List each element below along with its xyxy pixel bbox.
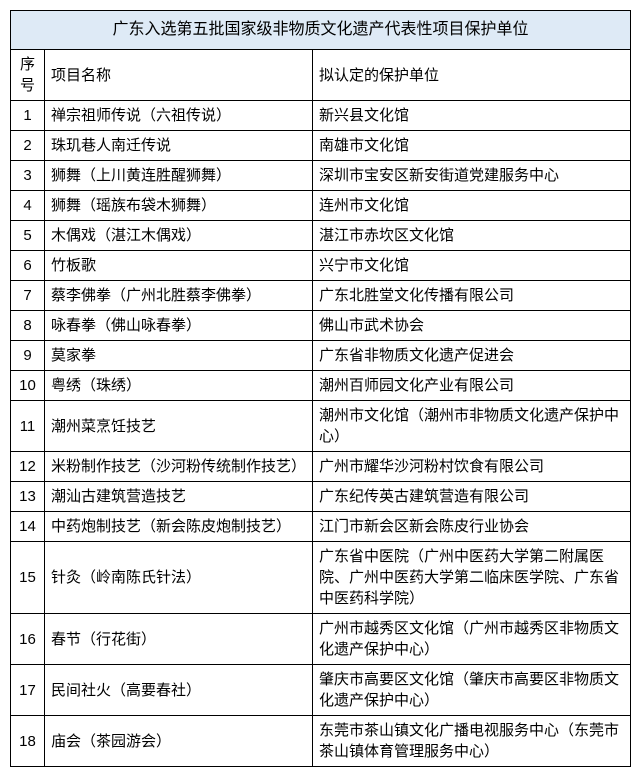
table-body: 1禅宗祖师传说（六祖传说）新兴县文化馆2珠玑巷人南迁传说南雄市文化馆3狮舞（上川… [11,101,631,767]
table-row: 18庙会（茶园游会）东莞市茶山镇文化广播电视服务中心（东莞市茶山镇体育管理服务中… [11,716,631,767]
table-row: 12米粉制作技艺（沙河粉传统制作技艺）广州市耀华沙河粉村饮食有限公司 [11,452,631,482]
cell-unit: 佛山市武术协会 [313,311,631,341]
cell-unit: 广东纪传英古建筑营造有限公司 [313,482,631,512]
cell-index: 12 [11,452,45,482]
table-row: 7蔡李佛拳（广州北胜蔡李佛拳）广东北胜堂文化传播有限公司 [11,281,631,311]
cell-unit: 东莞市茶山镇文化广播电视服务中心（东莞市茶山镇体育管理服务中心） [313,716,631,767]
table-row: 4狮舞（瑶族布袋木狮舞）连州市文化馆 [11,191,631,221]
cell-name: 咏春拳（佛山咏春拳） [45,311,313,341]
cell-unit: 深圳市宝安区新安街道党建服务中心 [313,161,631,191]
cell-unit: 广东省中医院（广州中医药大学第二附属医院、广州中医药大学第二临床医学院、广东省中… [313,542,631,614]
cell-unit: 潮州市文化馆（潮州市非物质文化遗产保护中心） [313,401,631,452]
table-row: 16春节（行花街）广州市越秀区文化馆（广州市越秀区非物质文化遗产保护中心） [11,614,631,665]
cell-unit: 广东省非物质文化遗产促进会 [313,341,631,371]
cell-unit: 广州市越秀区文化馆（广州市越秀区非物质文化遗产保护中心） [313,614,631,665]
cell-name: 潮州菜烹饪技艺 [45,401,313,452]
cell-unit: 兴宁市文化馆 [313,251,631,281]
cell-index: 1 [11,101,45,131]
cell-unit: 湛江市赤坎区文化馆 [313,221,631,251]
cell-index: 2 [11,131,45,161]
cell-unit: 广州市耀华沙河粉村饮食有限公司 [313,452,631,482]
cell-index: 10 [11,371,45,401]
table-row: 13潮汕古建筑营造技艺广东纪传英古建筑营造有限公司 [11,482,631,512]
cell-name: 狮舞（瑶族布袋木狮舞） [45,191,313,221]
cell-index: 13 [11,482,45,512]
table-row: 2珠玑巷人南迁传说南雄市文化馆 [11,131,631,161]
cell-name: 春节（行花街） [45,614,313,665]
table-row: 10粤绣（珠绣）潮州百师园文化产业有限公司 [11,371,631,401]
cell-unit: 潮州百师园文化产业有限公司 [313,371,631,401]
cell-name: 米粉制作技艺（沙河粉传统制作技艺） [45,452,313,482]
cell-index: 15 [11,542,45,614]
cell-index: 14 [11,512,45,542]
col-header-index: 序号 [11,50,45,101]
cell-index: 11 [11,401,45,452]
cell-name: 中药炮制技艺（新会陈皮炮制技艺） [45,512,313,542]
cell-name: 珠玑巷人南迁传说 [45,131,313,161]
cell-name: 针灸（岭南陈氏针法） [45,542,313,614]
col-header-name: 项目名称 [45,50,313,101]
cell-index: 6 [11,251,45,281]
cell-index: 16 [11,614,45,665]
cell-name: 庙会（茶园游会） [45,716,313,767]
cell-index: 3 [11,161,45,191]
cell-unit: 连州市文化馆 [313,191,631,221]
table-row: 9莫家拳广东省非物质文化遗产促进会 [11,341,631,371]
table-row: 5木偶戏（湛江木偶戏）湛江市赤坎区文化馆 [11,221,631,251]
cell-name: 莫家拳 [45,341,313,371]
cell-unit: 新兴县文化馆 [313,101,631,131]
table-row: 14中药炮制技艺（新会陈皮炮制技艺）江门市新会区新会陈皮行业协会 [11,512,631,542]
cell-unit: 南雄市文化馆 [313,131,631,161]
cell-index: 4 [11,191,45,221]
heritage-table: 广东入选第五批国家级非物质文化遗产代表性项目保护单位 序号 项目名称 拟认定的保… [10,10,631,767]
table-row: 15针灸（岭南陈氏针法）广东省中医院（广州中医药大学第二附属医院、广州中医药大学… [11,542,631,614]
cell-index: 8 [11,311,45,341]
cell-unit: 江门市新会区新会陈皮行业协会 [313,512,631,542]
table-row: 11潮州菜烹饪技艺潮州市文化馆（潮州市非物质文化遗产保护中心） [11,401,631,452]
table-row: 6竹板歌兴宁市文化馆 [11,251,631,281]
cell-name: 蔡李佛拳（广州北胜蔡李佛拳） [45,281,313,311]
cell-unit: 广东北胜堂文化传播有限公司 [313,281,631,311]
cell-index: 5 [11,221,45,251]
cell-name: 粤绣（珠绣） [45,371,313,401]
table-row: 8咏春拳（佛山咏春拳）佛山市武术协会 [11,311,631,341]
table-row: 3狮舞（上川黄连胜醒狮舞）深圳市宝安区新安街道党建服务中心 [11,161,631,191]
cell-name: 狮舞（上川黄连胜醒狮舞） [45,161,313,191]
col-header-unit: 拟认定的保护单位 [313,50,631,101]
cell-name: 竹板歌 [45,251,313,281]
cell-index: 18 [11,716,45,767]
cell-name: 禅宗祖师传说（六祖传说） [45,101,313,131]
table-title: 广东入选第五批国家级非物质文化遗产代表性项目保护单位 [11,11,631,50]
table-row: 1禅宗祖师传说（六祖传说）新兴县文化馆 [11,101,631,131]
cell-name: 潮汕古建筑营造技艺 [45,482,313,512]
cell-index: 9 [11,341,45,371]
cell-name: 木偶戏（湛江木偶戏） [45,221,313,251]
cell-index: 7 [11,281,45,311]
